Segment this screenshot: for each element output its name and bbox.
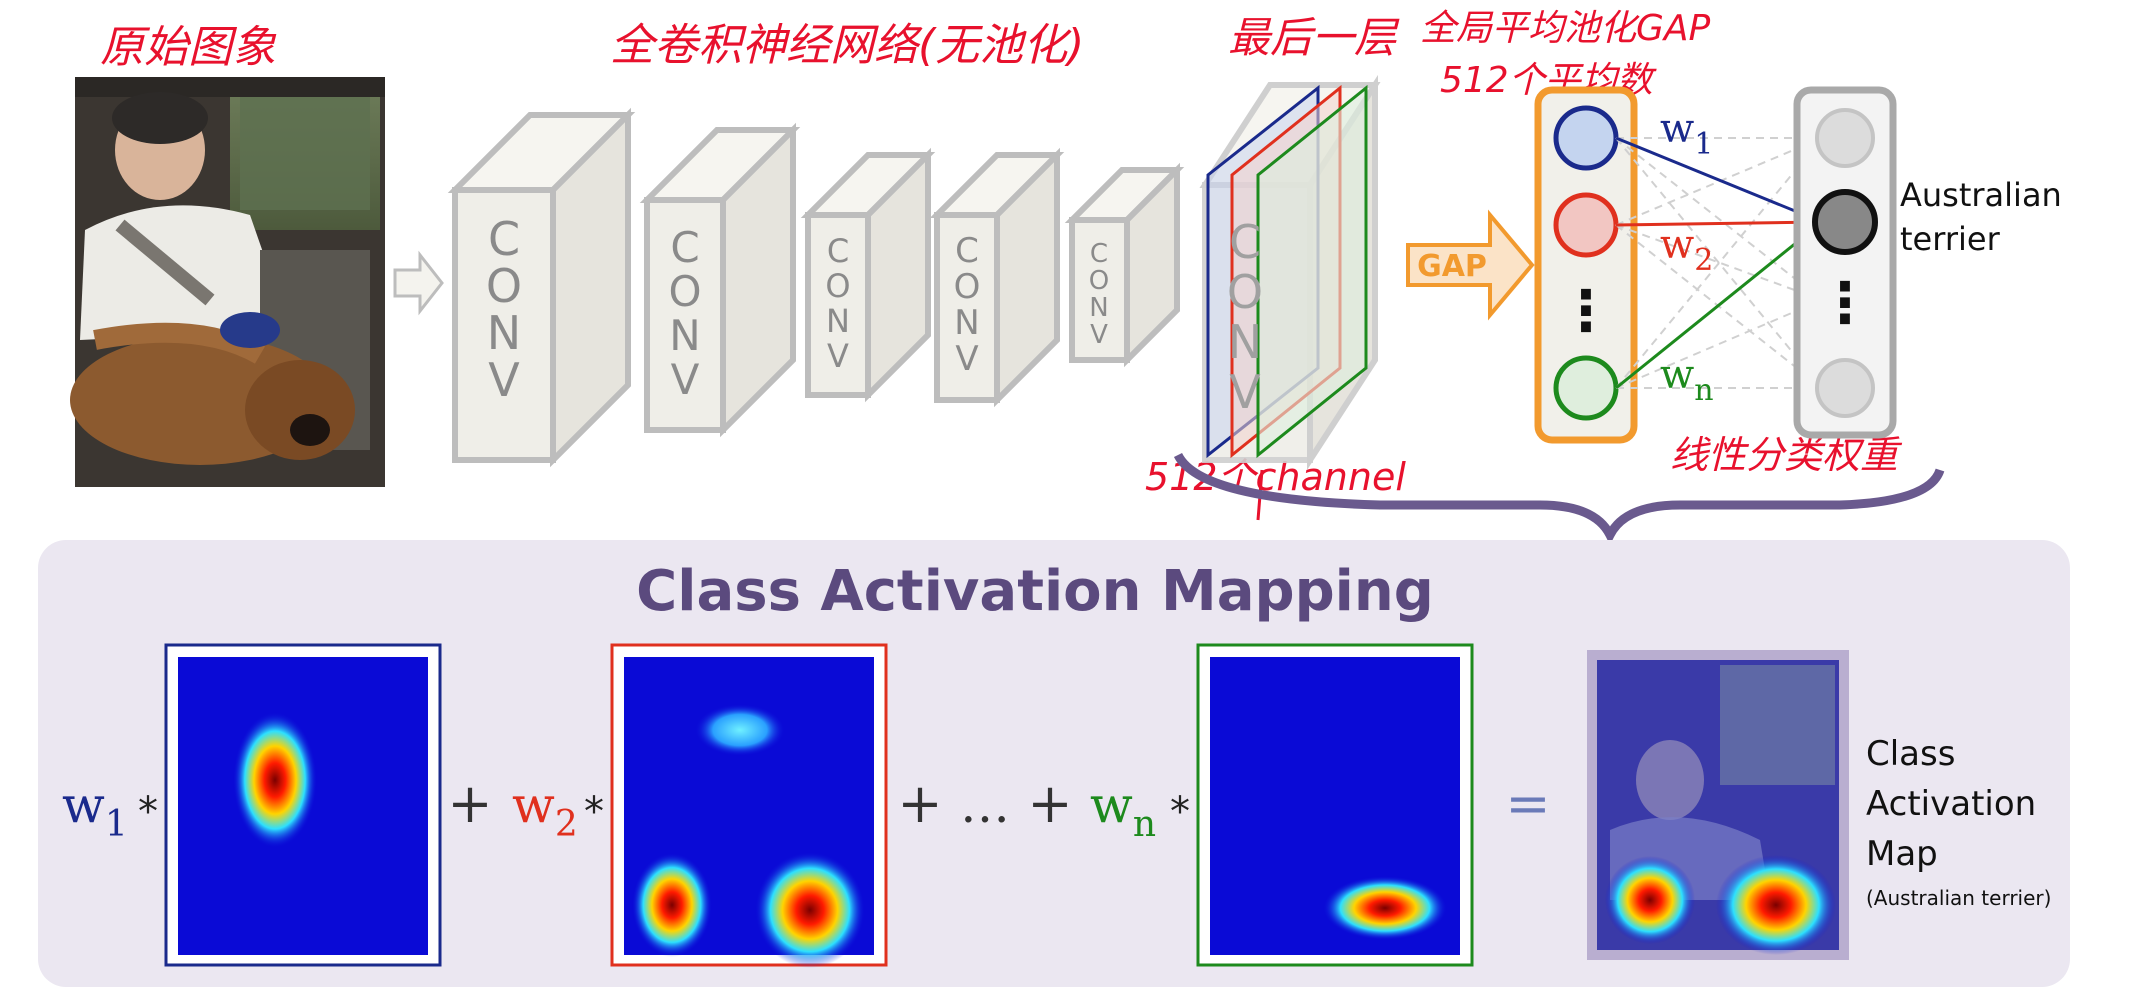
conv-letter: C [827, 232, 849, 270]
conv-block-2 [639, 122, 801, 438]
conv-letter: V [827, 337, 849, 375]
cam-plus-2: + [897, 772, 942, 835]
input-arrow [393, 250, 444, 316]
conv-letter: V [488, 353, 520, 407]
cam-plus-3: + [1027, 772, 1072, 835]
result-label-sub: (Australian terrier) [1866, 886, 2051, 910]
heatmap-2 [610, 643, 888, 968]
annotation-gap-title: 全局平均池化GAP [1420, 8, 1711, 49]
feature-map-green [1256, 84, 1368, 459]
result-label-line3: Map [1866, 834, 1938, 874]
conv-letter: N [826, 302, 850, 340]
output-label-line1: Australian [1900, 176, 2062, 214]
conv-block-3 [800, 147, 936, 403]
conv-block-4 [929, 147, 1065, 408]
conv-letter: C [488, 212, 520, 266]
connection-wn [1615, 220, 1823, 390]
gap-arrow: GAP [1406, 209, 1535, 321]
cam-weight-n: wn [1090, 776, 1156, 845]
cam-times-2: * [584, 789, 604, 835]
conv-letter: C [1090, 239, 1108, 269]
cam-weight-1: w1 [62, 776, 128, 845]
output-node-bottom [1815, 358, 1875, 418]
gap-label: GAP [1417, 249, 1487, 284]
cam-times-n: * [1170, 789, 1190, 835]
conv-letter: V [955, 339, 978, 379]
annotation-linear-weights: 线性分类权重 [1670, 433, 1903, 477]
conv-letter: V [1090, 320, 1108, 350]
conv-block-1 [447, 107, 636, 468]
gap-node-1 [1553, 105, 1619, 171]
conv-letter: C [1229, 215, 1261, 269]
conv-letter: O [825, 267, 850, 305]
annotation-original-image: 原始图象 [100, 22, 277, 73]
annotation-last-layer: 最后一层 [1228, 13, 1400, 62]
gap-vdots: ⋮ [1558, 279, 1614, 344]
result-label-line2: Activation [1866, 784, 2036, 824]
conv-letter: O [1089, 266, 1109, 296]
weight-label-n: wn [1660, 352, 1714, 408]
cam-plus-1: + [447, 772, 492, 835]
cam-title: Class Activation Mapping [636, 559, 1434, 624]
conv-letter: C [670, 223, 699, 272]
fc-connections [1615, 136, 1823, 390]
cam-panel [38, 540, 2070, 987]
cam-equals: = [1505, 772, 1550, 835]
conv-letter: N [1228, 315, 1262, 369]
connection-w2 [1615, 220, 1823, 227]
conv-block-last [1199, 74, 1381, 471]
conv-letter: N [954, 303, 979, 343]
conv-letter: N [669, 311, 700, 360]
output-nodes: ⋮ [1793, 86, 1897, 439]
conv-letter: C [955, 231, 979, 271]
conv-letter: N [1089, 293, 1108, 323]
output-label-line2: terrier [1900, 220, 2001, 258]
weight-label-2: w2 [1660, 222, 1713, 278]
output-vdots: ⋮ [1817, 271, 1873, 336]
output-node-top [1815, 108, 1875, 168]
cam-weight-2: w2 [512, 776, 578, 845]
heatmap-n [1196, 643, 1474, 967]
merge-arrow [1173, 452, 1945, 546]
connection-w1 [1615, 136, 1823, 224]
weight-label-1: w1 [1660, 106, 1713, 162]
gap-node-n [1553, 355, 1619, 421]
conv-block-5 [1064, 162, 1185, 368]
heatmap-1 [164, 643, 442, 967]
conv-letter: O [486, 259, 522, 313]
result-map [1587, 650, 1849, 960]
cam-times-1: * [138, 789, 158, 835]
cam-ellipsis: … [960, 776, 1010, 834]
gap-node-2 [1553, 192, 1619, 258]
conv-letter: O [1227, 265, 1263, 319]
input-photo [70, 77, 385, 487]
annotation-fcn: 全卷积神经网络(无池化) [610, 20, 1084, 71]
conv-letter: V [671, 355, 700, 404]
conv-letter: O [954, 267, 981, 307]
weight-labels: w1 w2 wn [1660, 106, 1714, 408]
conv-letter: V [1229, 365, 1261, 419]
conv-letter: N [487, 306, 521, 360]
conv-letter: O [668, 267, 701, 316]
output-node-active [1812, 189, 1878, 255]
result-label-line1: Class [1866, 734, 1955, 774]
